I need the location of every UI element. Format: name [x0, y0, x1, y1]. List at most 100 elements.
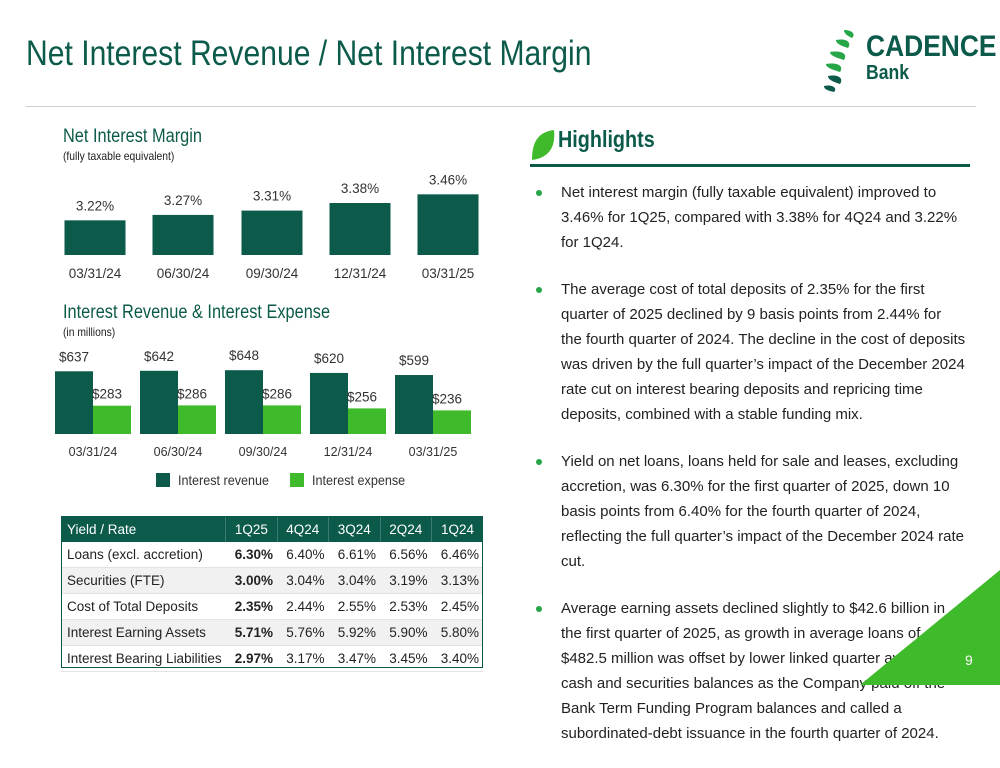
table-row: Cost of Total Deposits 2.35% 2.44% 2.55% 2.5…	[61, 593, 483, 620]
expense-bar	[433, 410, 471, 434]
legend-swatch-revenue	[156, 473, 170, 487]
value-cell: 3.40%	[431, 645, 483, 672]
table-header-row: Yield / Rate 1Q25 4Q24 3Q24 2Q24 1Q24	[61, 516, 483, 542]
value-cell: 2.55%	[328, 593, 380, 620]
leaf-logo-icon	[824, 30, 854, 92]
row-label-cell: Cost of Total Deposits	[61, 593, 226, 620]
expense-bar	[348, 408, 386, 434]
revenue-data-label: $648	[229, 348, 259, 363]
revexp-chart-subtitle: (in millions)	[63, 325, 116, 339]
legend-label-revenue: Interest revenue	[178, 472, 270, 488]
revenue-bar	[225, 370, 263, 434]
legend-label-expense: Interest expense	[312, 472, 406, 488]
value-cell: 2.35%	[225, 593, 278, 620]
value-cell: 2.44%	[277, 593, 329, 620]
value-cell: 3.19%	[380, 567, 432, 594]
highlight-item: Net interest margin (fully taxable equiv…	[536, 180, 966, 255]
nim-bar	[417, 194, 479, 255]
value-cell: 5.92%	[328, 619, 380, 646]
legend-revenue: Interest revenue	[156, 472, 279, 488]
nim-bar	[152, 214, 214, 255]
expense-bar	[178, 405, 216, 434]
highlight-item: The average cost of total deposits of 2.…	[536, 277, 966, 427]
legend-swatch-expense	[290, 473, 304, 487]
value-cell: 3.47%	[328, 645, 380, 672]
table-header-cell: Yield / Rate	[61, 516, 227, 542]
table-header-cell: 1Q24	[431, 516, 483, 542]
table-row: Securities (FTE) 3.00% 3.04% 3.04% 3.19% 3.13…	[61, 567, 483, 594]
expense-data-label: $286	[262, 386, 292, 401]
nim-bar	[241, 210, 303, 255]
highlight-text: Yield on net loans, loans held for sale …	[561, 453, 964, 570]
revexp-x-tick-label: 03/31/24	[69, 445, 118, 459]
nim-data-label: 3.38%	[341, 181, 379, 196]
nim-chart-subtitle: (fully taxable equivalent)	[63, 149, 175, 163]
expense-data-label: $286	[177, 386, 207, 401]
nim-x-tick-label: 03/31/24	[69, 266, 122, 281]
highlights-divider	[530, 164, 970, 167]
nim-data-label: 3.46%	[429, 172, 467, 187]
revenue-data-label: $599	[399, 353, 429, 368]
nim-x-tick-label: 12/31/24	[334, 266, 387, 281]
highlight-text: The average cost of total deposits of 2.…	[561, 281, 966, 423]
yield-rate-table: Yield / Rate 1Q25 4Q24 3Q24 2Q24 1Q24 Lo…	[61, 516, 483, 672]
revexp-x-tick-label: 12/31/24	[324, 445, 373, 459]
nim-data-label: 3.31%	[253, 189, 291, 204]
highlights-title: Highlights	[558, 126, 655, 152]
revenue-data-label: $637	[59, 349, 89, 364]
value-cell: 2.53%	[380, 593, 432, 620]
cadence-bank-logo: CADENCE Bank	[822, 28, 997, 94]
revexp-x-tick-label: 06/30/24	[154, 445, 203, 459]
value-cell: 5.90%	[380, 619, 432, 646]
bullet-icon	[536, 287, 542, 293]
page-title: Net Interest Revenue / Net Interest Marg…	[26, 34, 592, 73]
value-cell: 3.45%	[380, 645, 432, 672]
nim-x-tick-label: 06/30/24	[157, 266, 210, 281]
revexp-chart-title: Interest Revenue & Interest Expense	[63, 302, 331, 323]
value-cell: 2.45%	[431, 593, 483, 620]
logo-subtext: Bank	[866, 62, 910, 84]
value-cell: 6.56%	[380, 542, 432, 568]
nim-chart-title: Net Interest Margin	[63, 126, 202, 147]
revenue-bar	[55, 371, 93, 434]
value-cell: 3.00%	[225, 567, 278, 594]
bullet-icon	[536, 606, 542, 612]
page-number: 9	[965, 652, 973, 668]
revenue-bar	[140, 370, 178, 434]
value-cell: 6.46%	[431, 542, 483, 568]
revenue-bar	[310, 372, 348, 434]
revexp-x-tick-label: 09/30/24	[239, 445, 288, 459]
value-cell: 6.40%	[277, 542, 329, 568]
nim-x-tick-label: 09/30/24	[246, 266, 299, 281]
expense-data-label: $256	[347, 389, 377, 404]
value-cell: 3.04%	[328, 567, 380, 594]
value-cell: 3.17%	[277, 645, 329, 672]
revenue-data-label: $620	[314, 351, 344, 366]
revenue-bar	[395, 375, 433, 434]
nim-data-label: 3.22%	[76, 198, 114, 213]
corner-accent	[860, 570, 1000, 685]
nim-data-label: 3.27%	[164, 193, 202, 208]
expense-data-label: $236	[432, 391, 462, 406]
row-label-cell: Interest Earning Assets	[61, 619, 226, 646]
value-cell: 6.30%	[225, 542, 278, 568]
row-label-cell: Interest Bearing Liabilities	[61, 645, 226, 672]
value-cell: 5.71%	[225, 619, 278, 646]
legend-expense: Interest expense	[290, 472, 416, 488]
value-cell: 3.04%	[277, 567, 329, 594]
value-cell: 5.76%	[277, 619, 329, 646]
table-row: Interest Earning Assets 5.71% 5.76% 5.92% 5.…	[61, 619, 483, 646]
title-divider	[26, 106, 976, 107]
row-label-cell: Securities (FTE)	[61, 567, 226, 594]
leaf-icon	[532, 130, 555, 160]
charts-canvas: 3.22% 03/31/24 3.27% 06/30/24 3.31% 09/30/24 3…	[55, 172, 479, 459]
table-row: Interest Bearing Liabilities 2.97% 3.17% 3.…	[61, 645, 483, 672]
logo-wordmark: CADENCE	[866, 30, 997, 63]
row-label-cell: Loans (excl. accretion)	[61, 542, 226, 568]
table-header-cell: 3Q24	[328, 516, 381, 542]
nim-bar	[329, 203, 391, 255]
bullet-icon	[536, 190, 542, 196]
revexp-x-tick-label: 03/31/25	[409, 445, 458, 459]
value-cell: 6.61%	[328, 542, 380, 568]
bullet-icon	[536, 459, 542, 465]
